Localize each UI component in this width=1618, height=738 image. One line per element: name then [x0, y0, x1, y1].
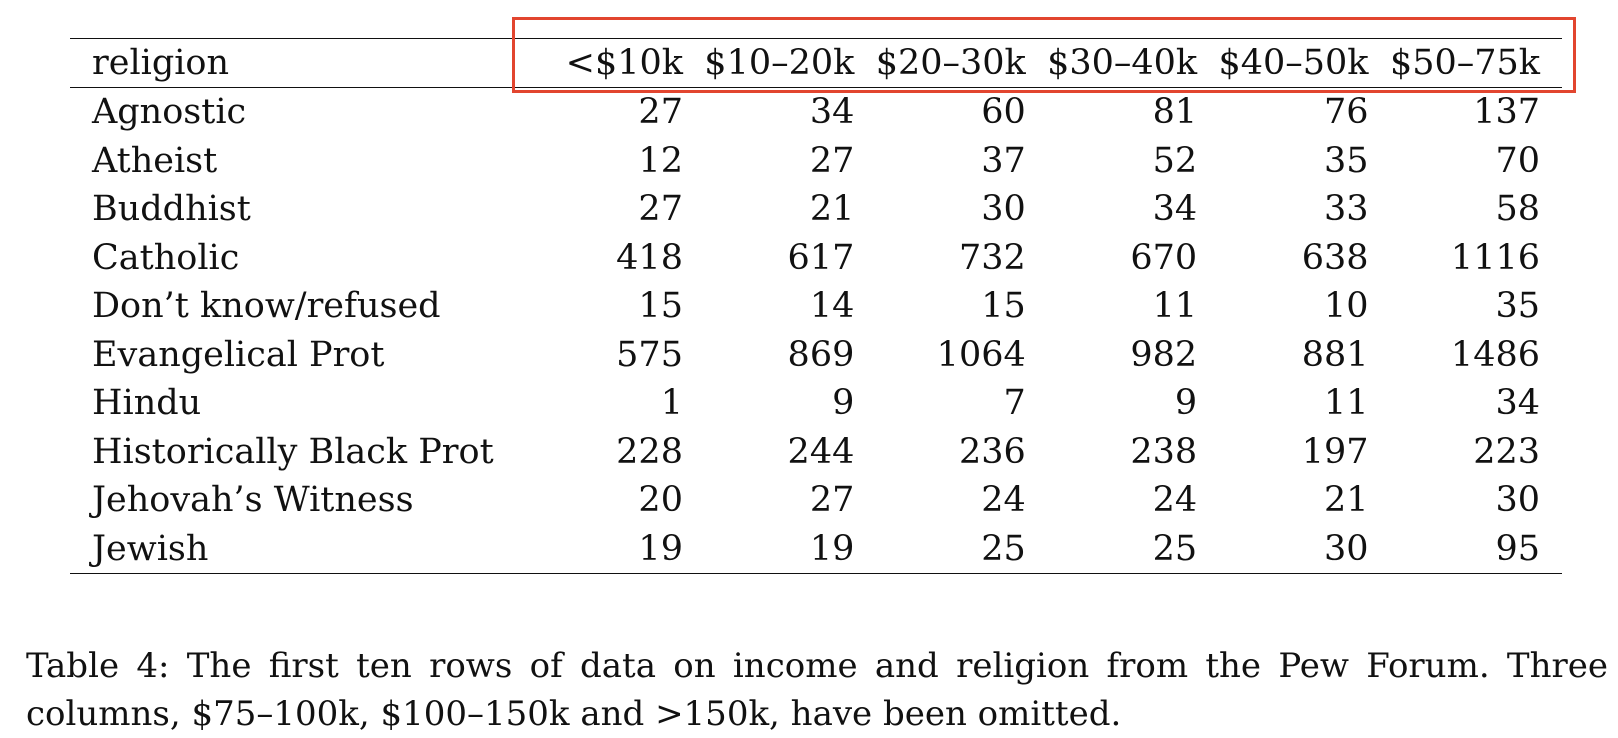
table-cell: 35	[1495, 286, 1540, 327]
table-cell: 76	[1323, 92, 1369, 133]
table-row: Catholic 418 617 732 670 638 1116	[70, 234, 1562, 283]
table-cell: 9	[1174, 383, 1198, 424]
table-row: Historically Black Prot 228 244 236 238 …	[70, 428, 1562, 477]
table-cell: 27	[809, 140, 855, 181]
table-cell: 81	[1152, 92, 1198, 133]
table-cell: 70	[1495, 140, 1540, 181]
header-income-50-75k: $50–75k	[1389, 43, 1540, 83]
row-religion-cell: Agnostic	[92, 92, 247, 133]
row-religion-cell: Don’t know/refused	[92, 286, 441, 327]
table-cell: 34	[1495, 383, 1540, 424]
table-cell: 37	[981, 140, 1026, 181]
table-cell: 21	[809, 189, 855, 230]
table-cell: 638	[1301, 237, 1369, 278]
table-cell: 27	[638, 189, 683, 230]
row-religion-cell: Buddhist	[92, 189, 251, 230]
table-cell: 60	[981, 92, 1026, 133]
header-income-20-30k: $20–30k	[875, 43, 1026, 83]
table-cell: 575	[616, 334, 683, 375]
table-cell: 1	[660, 383, 683, 424]
table-cell: 24	[1152, 480, 1198, 521]
table-cell: 27	[809, 480, 855, 521]
header-income-30-40k: $30–40k	[1047, 43, 1198, 83]
header-income-40-50k: $40–50k	[1218, 43, 1369, 83]
table-cell: 15	[638, 286, 683, 327]
table-cell: 9	[832, 383, 855, 424]
table-row: Hindu 1 9 7 9 11 34	[70, 379, 1562, 428]
table-cell: 25	[981, 528, 1026, 569]
table-cell: 7	[1003, 383, 1026, 424]
table-cell: 11	[1323, 383, 1369, 424]
table-cell: 34	[809, 92, 855, 133]
header-religion: religion	[92, 43, 230, 83]
data-table-container: religion <$10k $10–20k $20–30k $30–40k $…	[70, 38, 1562, 574]
table-cell: 1486	[1450, 334, 1540, 375]
table-cell: 19	[809, 528, 855, 569]
table-cell: 223	[1473, 431, 1540, 472]
row-religion-cell: Hindu	[92, 383, 202, 424]
table-cell: 137	[1473, 92, 1540, 133]
table-caption: Table 4: The first ten rows of data on i…	[26, 646, 1608, 734]
table-row: Jewish 19 19 25 25 30 95	[70, 525, 1562, 574]
table-cell: 869	[787, 334, 855, 375]
row-religion-cell: Jehovah’s Witness	[92, 480, 414, 521]
table-cell: 1116	[1450, 237, 1540, 278]
table-cell: 21	[1323, 480, 1369, 521]
table-cell: 14	[809, 286, 855, 327]
table-cell: 95	[1495, 528, 1540, 569]
table-cell: 25	[1152, 528, 1198, 569]
header-row: religion <$10k $10–20k $20–30k $30–40k $…	[70, 38, 1562, 88]
table-cell: 30	[981, 189, 1026, 230]
table-cell: 418	[616, 237, 683, 278]
header-income-10-20k: $10–20k	[704, 43, 855, 83]
table-cell: 236	[958, 431, 1026, 472]
table-cell: 33	[1323, 189, 1369, 230]
row-religion-cell: Atheist	[92, 140, 218, 181]
row-religion-cell: Jewish	[92, 528, 209, 569]
table-cell: 58	[1495, 189, 1540, 230]
table-cell: 1064	[936, 334, 1026, 375]
header-income-under-10k: <$10k	[565, 43, 683, 83]
table-cell: 670	[1130, 237, 1198, 278]
table-header: religion <$10k $10–20k $20–30k $30–40k $…	[70, 38, 1562, 88]
table-cell: 238	[1130, 431, 1198, 472]
table-row: Evangelical Prot 575 869 1064 982 881 14…	[70, 331, 1562, 380]
table-row: Don’t know/refused 15 14 15 11 10 35	[70, 282, 1562, 331]
table-cell: 732	[958, 237, 1026, 278]
income-religion-table: religion <$10k $10–20k $20–30k $30–40k $…	[70, 38, 1562, 574]
table-cell: 197	[1301, 431, 1369, 472]
table-cell: 27	[638, 92, 683, 133]
table-cell: 12	[638, 140, 683, 181]
table-cell: 228	[616, 431, 683, 472]
table-cell: 34	[1152, 189, 1198, 230]
table-cell: 35	[1323, 140, 1369, 181]
table-cell: 24	[981, 480, 1026, 521]
table-cell: 881	[1301, 334, 1369, 375]
row-religion-cell: Historically Black Prot	[92, 431, 494, 472]
table-cell: 10	[1323, 286, 1369, 327]
row-religion-cell: Evangelical Prot	[92, 334, 385, 375]
table-cell: 982	[1130, 334, 1198, 375]
table-cell: 19	[638, 528, 683, 569]
table-row: Buddhist 27 21 30 34 33 58	[70, 185, 1562, 234]
table-cell: 617	[787, 237, 855, 278]
table-body: Agnostic 27 34 60 81 76 137 Atheist 12 2…	[70, 88, 1562, 574]
table-cell: 244	[787, 431, 855, 472]
table-cell: 52	[1152, 140, 1198, 181]
table-row: Agnostic 27 34 60 81 76 137	[70, 88, 1562, 137]
table-cell: 15	[981, 286, 1026, 327]
table-cell: 11	[1152, 286, 1198, 327]
table-cell: 30	[1323, 528, 1369, 569]
row-religion-cell: Catholic	[92, 237, 240, 278]
table-cell: 20	[638, 480, 683, 521]
table-row: Jehovah’s Witness 20 27 24 24 21 30	[70, 476, 1562, 525]
table-row: Atheist 12 27 37 52 35 70	[70, 137, 1562, 186]
table-cell: 30	[1495, 480, 1540, 521]
